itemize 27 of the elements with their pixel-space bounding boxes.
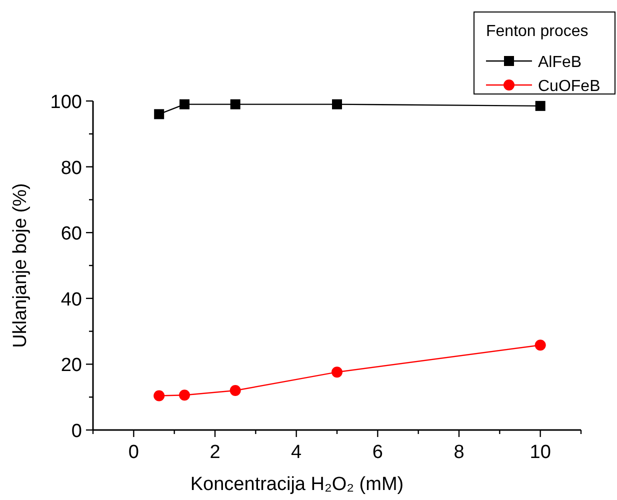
point — [230, 99, 240, 110]
x-tick-label: 6 — [372, 442, 383, 463]
point — [154, 109, 164, 120]
y-tick-label: 80 — [60, 158, 82, 179]
point — [535, 100, 546, 111]
y-tick-label: 100 — [50, 92, 82, 113]
y-axis-title: Uklanjanje boje (%) — [10, 183, 31, 348]
point — [332, 366, 342, 378]
y-tick-label: 60 — [60, 224, 82, 245]
legend-title: Fenton proces — [486, 23, 588, 40]
y-tick-label: 40 — [60, 289, 82, 310]
point — [332, 99, 342, 110]
y-tick-label: 0 — [71, 421, 82, 442]
x-tick-label: 2 — [210, 442, 220, 463]
legend-label: CuOFeB — [538, 78, 600, 95]
x-tick-label: 10 — [530, 442, 551, 463]
legend-label: AlFeB — [538, 54, 582, 71]
point — [534, 340, 546, 351]
point — [179, 390, 190, 401]
x-tick-label: 8 — [454, 442, 464, 463]
point — [180, 99, 190, 110]
point — [154, 390, 165, 402]
x-tick-label: 0 — [128, 442, 139, 463]
point — [230, 385, 241, 396]
x-axis-title: Koncentracija H₂O₂ (mM) — [190, 474, 404, 495]
x-tick-label: 4 — [291, 442, 302, 463]
y-tick-label: 20 — [60, 355, 82, 376]
